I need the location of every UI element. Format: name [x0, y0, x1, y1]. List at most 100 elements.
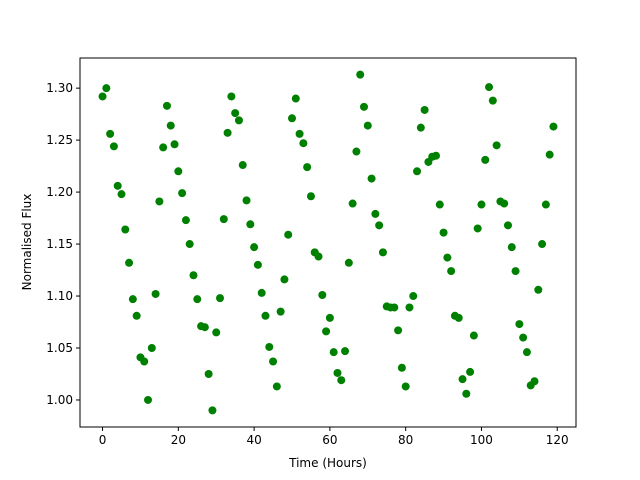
point: [530, 377, 539, 386]
point: [162, 101, 171, 110]
point: [276, 307, 285, 316]
point: [492, 141, 501, 150]
point: [375, 221, 384, 230]
point: [144, 395, 153, 404]
point: [420, 105, 429, 114]
point: [397, 363, 406, 372]
point: [242, 196, 251, 205]
y-axis-label: Normalised Flux: [20, 194, 34, 291]
point: [204, 369, 213, 378]
point: [329, 348, 338, 357]
point: [515, 320, 524, 329]
point: [378, 248, 387, 257]
point: [212, 328, 221, 337]
point: [314, 252, 323, 261]
point: [534, 285, 543, 294]
y-tick-label: 1.05: [46, 341, 73, 355]
point: [549, 122, 558, 131]
point: [269, 357, 278, 366]
point: [253, 260, 262, 269]
point: [416, 123, 425, 132]
point: [117, 190, 126, 199]
point: [500, 199, 509, 208]
point: [541, 200, 550, 209]
point: [431, 151, 440, 160]
point: [170, 140, 179, 149]
point: [178, 189, 187, 198]
point: [166, 121, 175, 130]
point: [288, 114, 297, 123]
point: [435, 200, 444, 209]
y-tick-label: 1.15: [46, 237, 73, 251]
point: [485, 83, 494, 92]
point: [519, 333, 528, 342]
y-tick-label: 1.00: [46, 393, 73, 407]
point: [538, 240, 547, 249]
point: [132, 311, 141, 320]
point: [151, 289, 160, 298]
point: [488, 96, 497, 105]
point: [299, 139, 308, 148]
point: [394, 326, 403, 335]
point: [390, 303, 399, 312]
point: [409, 292, 418, 301]
point: [473, 224, 482, 233]
point: [200, 323, 209, 332]
point: [189, 271, 198, 280]
y-tick-label: 1.30: [46, 81, 73, 95]
point: [106, 129, 115, 138]
point: [98, 92, 107, 101]
point: [443, 253, 452, 262]
point: [458, 375, 467, 384]
point: [280, 275, 289, 284]
point: [128, 295, 137, 304]
point: [238, 161, 247, 170]
point: [439, 228, 448, 237]
point: [363, 121, 372, 130]
x-tick-label: 120: [546, 433, 569, 447]
point: [121, 225, 130, 234]
x-axis-label: Time (Hours): [288, 456, 367, 470]
x-tick-label: 60: [322, 433, 337, 447]
point: [447, 267, 456, 276]
point: [522, 348, 531, 357]
point: [507, 243, 516, 252]
point: [401, 382, 410, 391]
point: [545, 150, 554, 159]
point: [227, 92, 236, 101]
x-tick-label: 40: [246, 433, 261, 447]
point: [140, 357, 149, 366]
x-tick-label: 0: [99, 433, 107, 447]
point: [322, 327, 331, 336]
point: [223, 128, 232, 137]
point: [333, 368, 342, 377]
x-tick-label: 80: [398, 433, 413, 447]
point: [216, 294, 225, 303]
point: [344, 258, 353, 267]
point: [125, 258, 134, 267]
point: [352, 147, 361, 156]
point: [257, 288, 266, 297]
point: [109, 142, 118, 151]
point: [246, 220, 255, 229]
point: [348, 199, 357, 208]
point: [371, 209, 380, 218]
point: [284, 230, 293, 239]
point: [303, 163, 312, 172]
point: [219, 215, 228, 224]
point: [234, 116, 243, 125]
point: [174, 167, 183, 176]
point: [481, 155, 490, 164]
y-tick-label: 1.25: [46, 133, 73, 147]
point: [469, 331, 478, 340]
point: [193, 295, 202, 304]
point: [341, 347, 350, 356]
point: [466, 367, 475, 376]
x-tick-label: 20: [171, 433, 186, 447]
x-tick-label: 100: [470, 433, 493, 447]
point: [295, 129, 304, 138]
point: [159, 143, 168, 152]
point: [356, 70, 365, 79]
point: [325, 313, 334, 322]
